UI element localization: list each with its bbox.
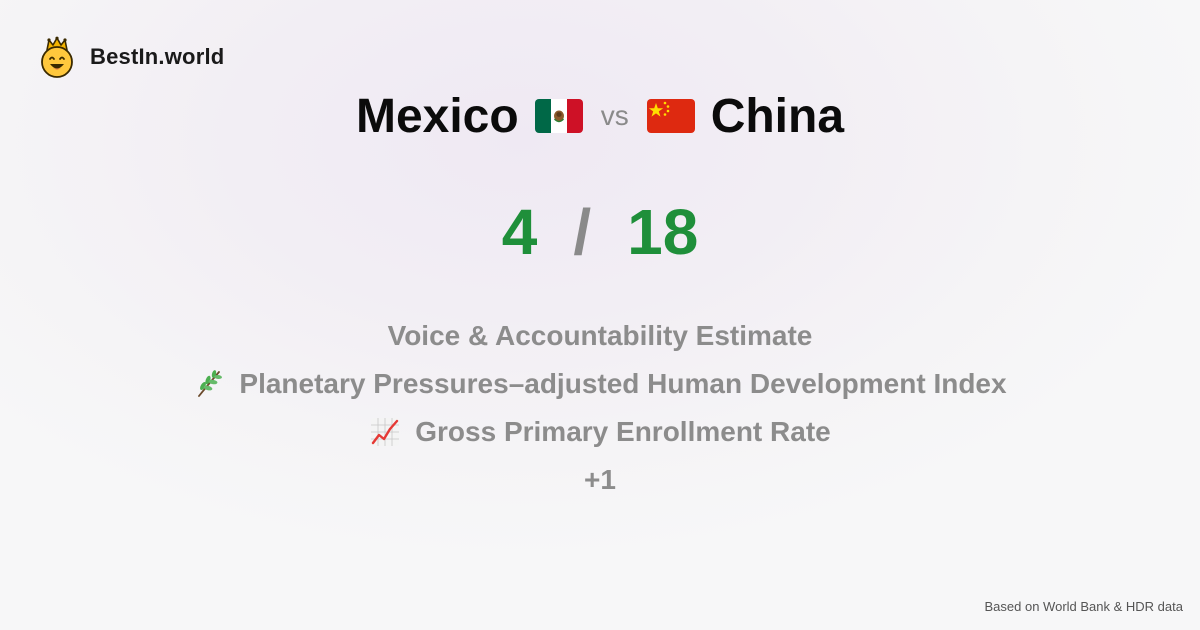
brand-name: BestIn.world [90,44,225,69]
crowned-smiley-icon [41,36,73,78]
china-flag-icon [646,99,695,133]
chart-increasing-icon [371,418,400,446]
right-score: 18 [627,196,699,268]
data-source-note: Based on World Bank & HDR data [984,599,1183,614]
score-separator: / [573,196,592,268]
metric-label: Gross Primary Enrollment Rate [415,416,831,447]
left-score: 4 [501,196,538,268]
herb-icon [198,370,223,397]
metric-item: Gross Primary Enrollment Rate [0,408,1200,456]
metric-list: Voice & Accountability Estimate Planetar… [0,312,1200,504]
brand[interactable]: BestIn.world [38,36,224,78]
metric-item: Voice & Accountability Estimate [0,312,1200,360]
mexico-flag-icon [534,99,583,133]
more-label: +1 [584,464,616,495]
left-country-name: Mexico [355,89,519,143]
score: 4 / 18 [0,192,1200,272]
comparison-title: Mexico vs China [0,84,1200,148]
metric-item: Planetary Pressures–adjusted Human Devel… [0,360,1200,408]
vs-label: vs [600,100,629,131]
more-metrics-count: +1 [0,456,1200,504]
metric-label: Planetary Pressures–adjusted Human Devel… [239,368,1007,399]
right-country-name: China [710,89,845,143]
metric-label: Voice & Accountability Estimate [387,320,813,351]
